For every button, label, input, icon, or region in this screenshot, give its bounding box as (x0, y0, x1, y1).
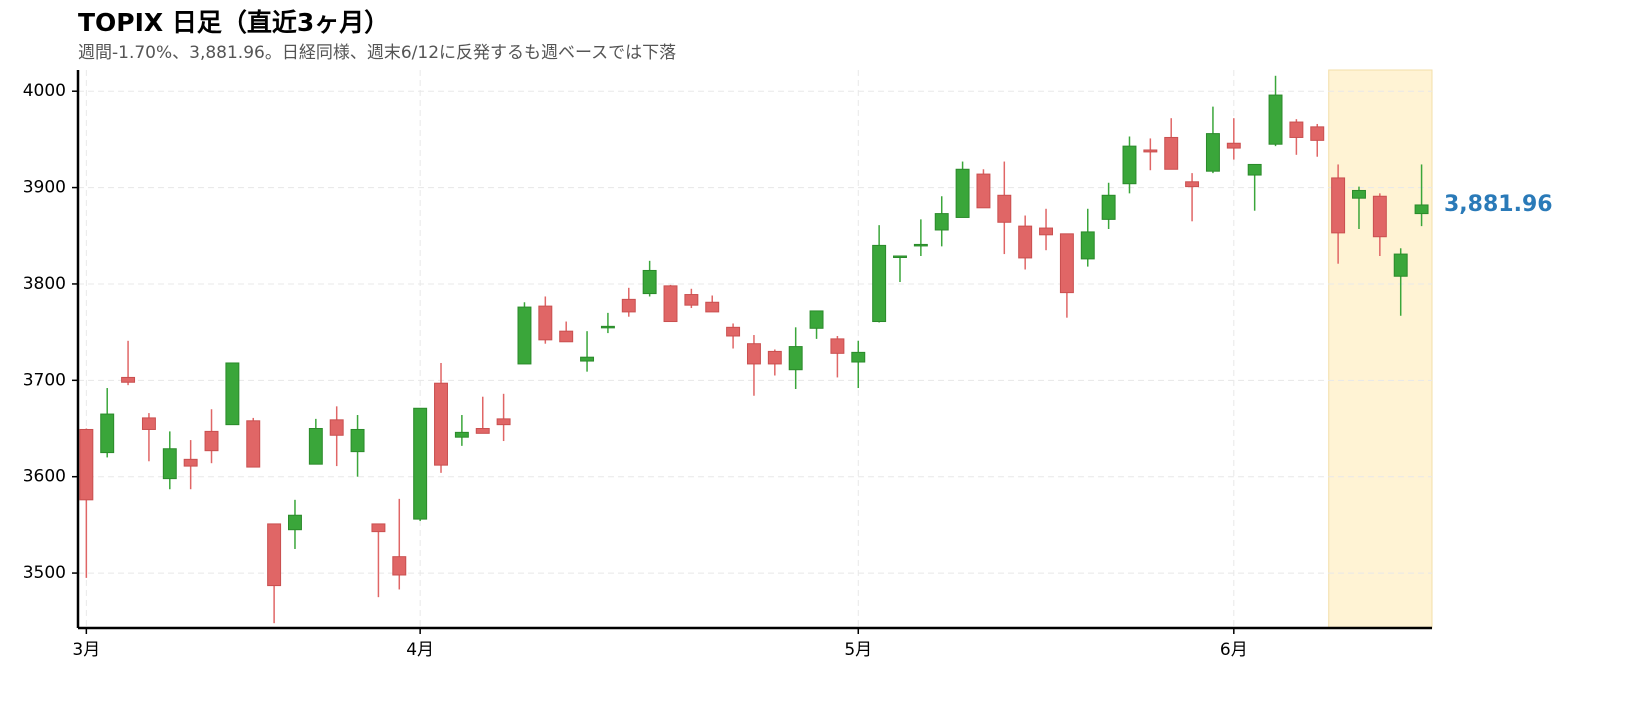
candle-body (913, 243, 928, 247)
candle-body (851, 351, 866, 363)
candle-body (580, 356, 595, 362)
candle-body (809, 310, 824, 329)
x-tick-label: 5月 (844, 640, 872, 660)
chart-subtitle: 週間-1.70%、3,881.96。日経同様、週末6/12に反発するも週ベースで… (78, 43, 676, 63)
candle-body (434, 382, 448, 466)
candle-body (1289, 121, 1304, 138)
y-tick-label: 3800 (23, 274, 66, 294)
candle-body (246, 420, 261, 468)
candle-body (955, 168, 970, 218)
candle-body (559, 330, 574, 343)
candle-body (1372, 195, 1387, 238)
candle-body (538, 305, 553, 341)
candle-body (746, 343, 761, 365)
candle-body (517, 306, 532, 365)
candle-body (684, 294, 699, 306)
candle-body (1414, 204, 1429, 215)
candle-body (1101, 194, 1116, 220)
y-tick-label: 4000 (23, 81, 66, 101)
candle-body (705, 301, 720, 313)
candle-body (997, 194, 1012, 223)
candle-body (1205, 133, 1220, 172)
candle-body (1164, 136, 1179, 170)
candle-body (454, 431, 469, 438)
candle-body (371, 523, 386, 533)
candle-body (934, 213, 949, 231)
candle-body (621, 298, 636, 313)
candle-body (475, 428, 490, 434)
candle-body (121, 376, 136, 383)
candle-body (496, 418, 511, 426)
candle-body (267, 523, 282, 587)
candle-body (79, 428, 94, 501)
candle-body (225, 362, 240, 426)
candle-body (726, 326, 741, 337)
candle-body (1039, 227, 1054, 236)
y-tick-label: 3600 (23, 467, 66, 487)
candle-body (872, 244, 887, 323)
candle-body (1143, 149, 1158, 153)
candle-body (162, 448, 177, 480)
candle-body (183, 458, 198, 467)
candle-body (1018, 225, 1033, 259)
candle-body (1059, 233, 1074, 294)
candle-body (1268, 94, 1283, 145)
y-tick-label: 3900 (23, 178, 66, 198)
candle-body (788, 346, 803, 371)
candle-body (600, 325, 615, 329)
candle-body (308, 428, 323, 465)
candle-body (1393, 253, 1408, 277)
candle-body (830, 338, 845, 354)
x-tick-label: 3月 (72, 640, 100, 660)
candle-body (767, 350, 782, 365)
candle-body (1310, 126, 1325, 141)
candle-body (392, 556, 407, 576)
y-tick-label: 3500 (23, 563, 66, 583)
y-tick-label: 3700 (23, 370, 66, 390)
candle-body (141, 417, 156, 430)
candle-body (329, 419, 344, 436)
candle-body (1331, 177, 1346, 234)
highlight-band (1328, 69, 1433, 629)
candle-body (1226, 142, 1241, 149)
candle-body (1247, 163, 1262, 176)
candle-body (1185, 181, 1200, 188)
candle-body (204, 430, 219, 452)
x-tick-label: 4月 (406, 640, 434, 660)
x-tick-label: 6月 (1220, 640, 1248, 660)
last-price-label: 3,881.96 (1444, 192, 1553, 217)
candle-body (288, 514, 302, 531)
candle-body (350, 428, 365, 453)
candle-body (976, 173, 991, 209)
candle-body (1122, 145, 1137, 185)
candle-body (663, 285, 678, 323)
candle-body (413, 407, 428, 520)
candle-body (100, 413, 115, 454)
chart-title: TOPIX 日足（直近3ヶ月） (78, 8, 389, 37)
candle-body (642, 269, 657, 295)
candle-body (893, 255, 907, 258)
candle-body (1080, 231, 1095, 260)
candle-body (1352, 189, 1366, 199)
